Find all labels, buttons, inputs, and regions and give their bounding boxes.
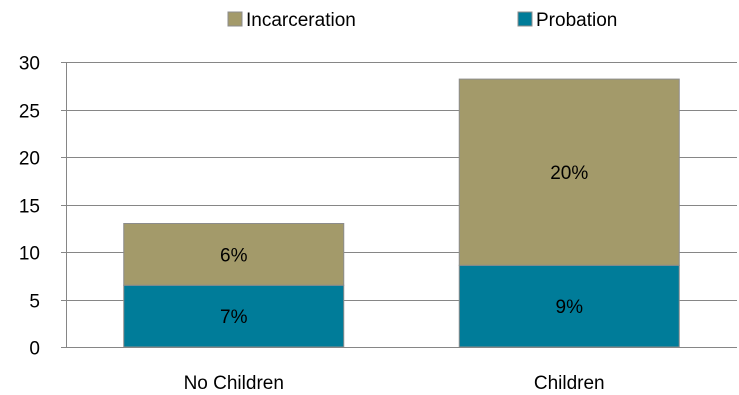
data-label: 7%	[220, 307, 248, 328]
legend-label-probation: Probation	[536, 10, 617, 31]
data-label: 9%	[556, 297, 584, 318]
legend: Incarceration Probation	[228, 10, 617, 31]
y-tick-label: 15	[19, 197, 40, 218]
x-tick-label: Children	[534, 373, 605, 394]
y-tick-label: 25	[19, 102, 40, 123]
y-tick-label: 20	[19, 149, 40, 170]
data-label: 6%	[220, 245, 248, 266]
legend-label-incarceration: Incarceration	[246, 10, 356, 31]
legend-swatch-incarceration	[228, 12, 242, 26]
y-tick-label: 10	[19, 244, 40, 265]
y-tick-label: 30	[19, 54, 40, 75]
legend-swatch-probation	[518, 12, 532, 26]
y-tick-label: 0	[29, 339, 40, 360]
y-tick-label: 5	[29, 292, 40, 313]
x-axis: No Children Children	[184, 373, 605, 394]
data-label: 20%	[550, 163, 588, 184]
x-tick-label: No Children	[184, 373, 284, 394]
bars: 7% 6% 9% 20%	[124, 79, 680, 347]
